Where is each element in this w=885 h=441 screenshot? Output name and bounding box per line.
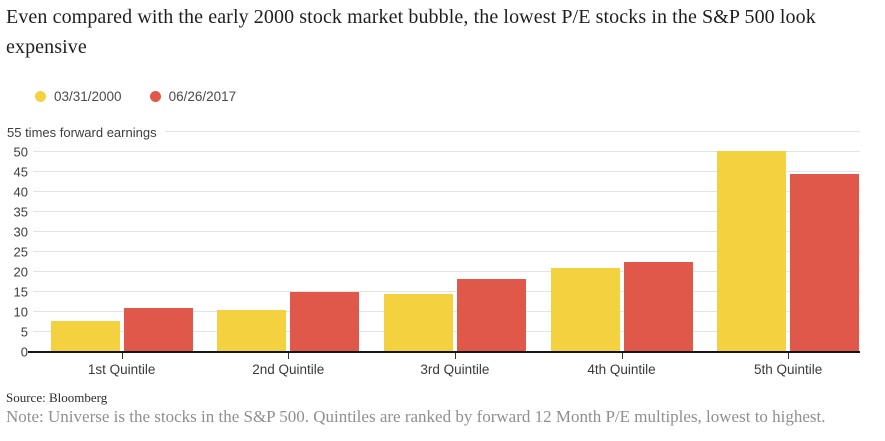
bar-03-31-2000-2nd-quintile[interactable]: [217, 309, 287, 352]
legend-label-2017: 06/26/2017: [168, 89, 237, 104]
bar-03-31-2000-1st-quintile[interactable]: [50, 321, 120, 352]
y-tick-label-40: 40: [13, 184, 28, 200]
gridline-40: [33, 191, 860, 192]
x-tick-5: [788, 353, 790, 359]
y-tick-label-50: 50: [13, 144, 28, 160]
legend: 03/31/2000 06/26/2017: [35, 89, 236, 104]
x-category-label-4th-quintile: 4th Quintile: [587, 362, 656, 377]
bar-06-26-2017-5th-quintile[interactable]: [790, 174, 860, 352]
x-tick-1: [121, 353, 123, 359]
y-tick-label-45: 45: [13, 164, 28, 180]
gridline-30: [33, 231, 860, 232]
x-tick-2: [288, 353, 290, 359]
y-tick-label-10: 10: [13, 304, 28, 320]
legend-label-2000: 03/31/2000: [54, 89, 122, 104]
x-category-label-5th-quintile: 5th Quintile: [753, 362, 823, 377]
y-tick-label-35: 35: [13, 204, 28, 220]
bar-06-26-2017-2nd-quintile[interactable]: [290, 292, 360, 352]
bar-03-31-2000-5th-quintile[interactable]: [717, 151, 787, 352]
gridline-35: [33, 211, 860, 212]
y-tick-label-0: 0: [20, 344, 28, 360]
y-tick-label-5: 5: [20, 324, 28, 340]
gridline-45: [33, 171, 860, 172]
legend-dot-2017-icon: [149, 91, 161, 102]
legend-item-2000[interactable]: 03/31/2000: [35, 89, 122, 104]
y-tick-label-20: 20: [13, 264, 28, 280]
bar-06-26-2017-3rd-quintile[interactable]: [456, 279, 526, 352]
chart-title: Even compared with the early 2000 stock …: [6, 6, 816, 58]
x-tick-4: [621, 353, 623, 359]
plot-area: 1st Quintile 2nd Quintile 3rd Quintile 4th …: [28, 131, 860, 377]
y-axis-unit-label: 55 times forward earnings: [7, 125, 165, 140]
gridline-50: [33, 151, 860, 152]
gridline-20: [33, 271, 860, 272]
note-text: Note: Universe is the stocks in the S&P …: [6, 407, 826, 426]
y-axis-labels: 0 5 10 15 20 25 30 35 40 45 50: [0, 132, 28, 360]
x-category-label-3rd-quintile: 3rd Quintile: [420, 362, 490, 377]
legend-dot-2000-icon: [35, 91, 46, 102]
gridline-25: [33, 251, 860, 252]
source-text: Source: Bloomberg: [6, 390, 108, 405]
x-category-label-1st-quintile: 1st Quintile: [87, 362, 156, 377]
x-axis-line: [28, 351, 860, 353]
bar-06-26-2017-1st-quintile[interactable]: [123, 308, 193, 352]
y-tick-label-15: 15: [13, 284, 28, 300]
legend-item-2017[interactable]: 06/26/2017: [149, 89, 237, 104]
bar-06-26-2017-4th-quintile[interactable]: [623, 262, 693, 352]
gridline-55: [33, 131, 860, 132]
y-tick-label-25: 25: [13, 244, 28, 260]
x-tick-3: [454, 353, 456, 359]
bar-03-31-2000-4th-quintile[interactable]: [550, 268, 620, 352]
y-tick-label-30: 30: [13, 224, 28, 240]
x-category-label-2nd-quintile: 2nd Quintile: [252, 362, 325, 377]
bar-03-31-2000-3rd-quintile[interactable]: [383, 294, 453, 352]
gridline-15: [33, 291, 860, 292]
